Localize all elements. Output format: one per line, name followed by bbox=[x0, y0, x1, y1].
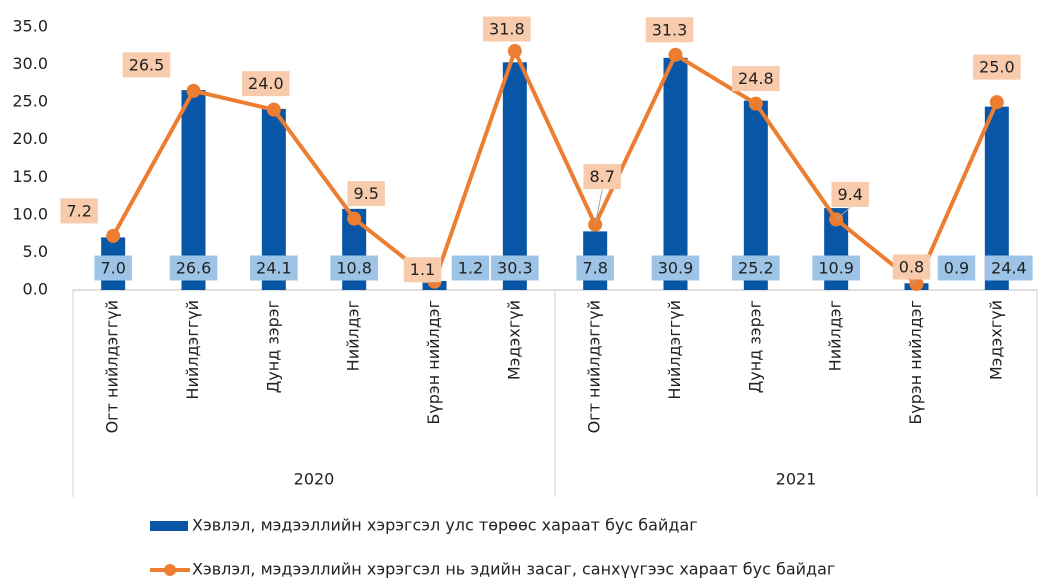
x-tick-label: Дунд зэрэг bbox=[263, 300, 282, 393]
bar-value-label: 1.2 bbox=[458, 259, 483, 278]
group-label: 2021 bbox=[776, 470, 817, 489]
line-value-label-box bbox=[60, 198, 98, 224]
bar-value-label-box bbox=[732, 255, 780, 281]
line-point bbox=[106, 228, 121, 243]
x-tick-label: Огт нийлдэггүй bbox=[103, 300, 122, 433]
x-tick-label: Мэдэхгүй bbox=[986, 300, 1005, 380]
line-value-label: 1.1 bbox=[410, 260, 435, 279]
line-point bbox=[748, 96, 763, 111]
line-value-label: 8.7 bbox=[589, 167, 614, 186]
y-tick-label: 5.0 bbox=[23, 242, 48, 261]
bar-value-label-box bbox=[94, 255, 132, 281]
bar-value-label-box bbox=[985, 255, 1033, 281]
x-tick-label: Мэдэхгүй bbox=[504, 300, 523, 380]
x-tick-label: Нийлдэггүй bbox=[183, 300, 202, 400]
bar-value-label: 10.9 bbox=[818, 259, 854, 278]
line-value-label: 31.8 bbox=[489, 20, 525, 39]
line-point bbox=[347, 211, 362, 226]
line-point bbox=[186, 83, 201, 98]
leader-line bbox=[911, 279, 917, 285]
bar-value-label-box bbox=[651, 255, 700, 281]
line bbox=[111, 49, 999, 286]
x-tick-label: Огт нийлдэггүй bbox=[585, 300, 604, 433]
legend-swatch-point bbox=[164, 564, 176, 576]
line-value-label-box bbox=[242, 71, 290, 97]
leader-line bbox=[835, 206, 851, 220]
line-value-label: 24.0 bbox=[248, 74, 284, 93]
line-value-label-box bbox=[122, 52, 171, 78]
line-value-label-box bbox=[892, 254, 931, 280]
y-tick-label: 30.0 bbox=[12, 54, 48, 73]
bar-value-label-box bbox=[491, 255, 539, 281]
legend-label: Хэвлэл, мэдээллийн хэрэгсэл нь эдийн зас… bbox=[192, 560, 835, 579]
y-tick-label: 0.0 bbox=[23, 280, 48, 299]
line-value-label: 9.5 bbox=[353, 184, 378, 203]
line-value-label-box bbox=[347, 181, 385, 207]
y-tick-label: 15.0 bbox=[12, 167, 48, 186]
bar-value-label-box bbox=[812, 255, 860, 281]
line-value-label: 9.4 bbox=[837, 185, 862, 204]
line-point bbox=[989, 95, 1004, 110]
line-value-label: 24.8 bbox=[738, 69, 774, 88]
bar-value-label-box bbox=[250, 255, 298, 281]
bar-value-label: 24.4 bbox=[991, 259, 1027, 278]
legend-label: Хэвлэл, мэдээллийн хэрэгсэл улс төрөөс х… bbox=[192, 516, 698, 535]
bar-value-label-box bbox=[330, 255, 378, 281]
line-value-label-box bbox=[732, 66, 780, 92]
line-value-label-box bbox=[403, 257, 442, 283]
bar-value-label-box bbox=[937, 255, 976, 281]
y-tick-label: 10.0 bbox=[12, 204, 48, 223]
x-tick-label: Бүрэн нийлдэг bbox=[424, 300, 443, 425]
leader-line bbox=[594, 189, 603, 225]
bar-value-label-box bbox=[169, 255, 218, 281]
legend-swatch bbox=[150, 521, 188, 531]
y-tick-label: 20.0 bbox=[12, 129, 48, 148]
x-tick-label: Нийлдэг bbox=[826, 300, 845, 371]
line-value-label-box bbox=[831, 181, 869, 207]
bar-value-label: 30.9 bbox=[658, 259, 694, 278]
line-value-label-box bbox=[645, 17, 694, 43]
line-value-label: 25.0 bbox=[979, 58, 1015, 77]
line-value-label: 26.5 bbox=[129, 55, 165, 74]
line-point bbox=[668, 47, 683, 62]
x-tick-label: Бүрэн нийлдэг bbox=[906, 300, 925, 425]
bar-value-label: 25.2 bbox=[738, 259, 774, 278]
bar-value-label-box bbox=[576, 255, 614, 281]
y-tick-label: 35.0 bbox=[12, 17, 48, 36]
line-value-label: 7.2 bbox=[66, 201, 91, 220]
bar-value-label: 26.6 bbox=[176, 259, 212, 278]
line-value-label: 0.8 bbox=[899, 257, 924, 276]
bar-value-label-box bbox=[451, 255, 490, 281]
bar-value-label: 7.8 bbox=[582, 259, 607, 278]
line-value-label-box bbox=[483, 16, 531, 42]
bar-value-label: 10.8 bbox=[336, 259, 372, 278]
line-value-label-box bbox=[973, 54, 1021, 80]
bar bbox=[502, 62, 527, 291]
y-tick-label: 25.0 bbox=[12, 92, 48, 111]
line-value-label: 31.3 bbox=[652, 20, 688, 39]
line-point bbox=[266, 102, 281, 117]
x-tick-label: Нийлдэггүй bbox=[665, 300, 684, 400]
x-tick-label: Нийлдэг bbox=[344, 300, 363, 371]
line-point bbox=[507, 44, 522, 59]
bar-value-label: 0.9 bbox=[944, 259, 969, 278]
bar-value-label: 7.0 bbox=[100, 259, 125, 278]
line-value-label-box bbox=[583, 164, 621, 190]
bar-value-label: 24.1 bbox=[256, 259, 292, 278]
bar-value-label: 30.3 bbox=[497, 259, 533, 278]
group-label: 2020 bbox=[294, 470, 335, 489]
bar bbox=[663, 57, 688, 291]
x-tick-label: Дунд зэрэг bbox=[745, 300, 764, 393]
